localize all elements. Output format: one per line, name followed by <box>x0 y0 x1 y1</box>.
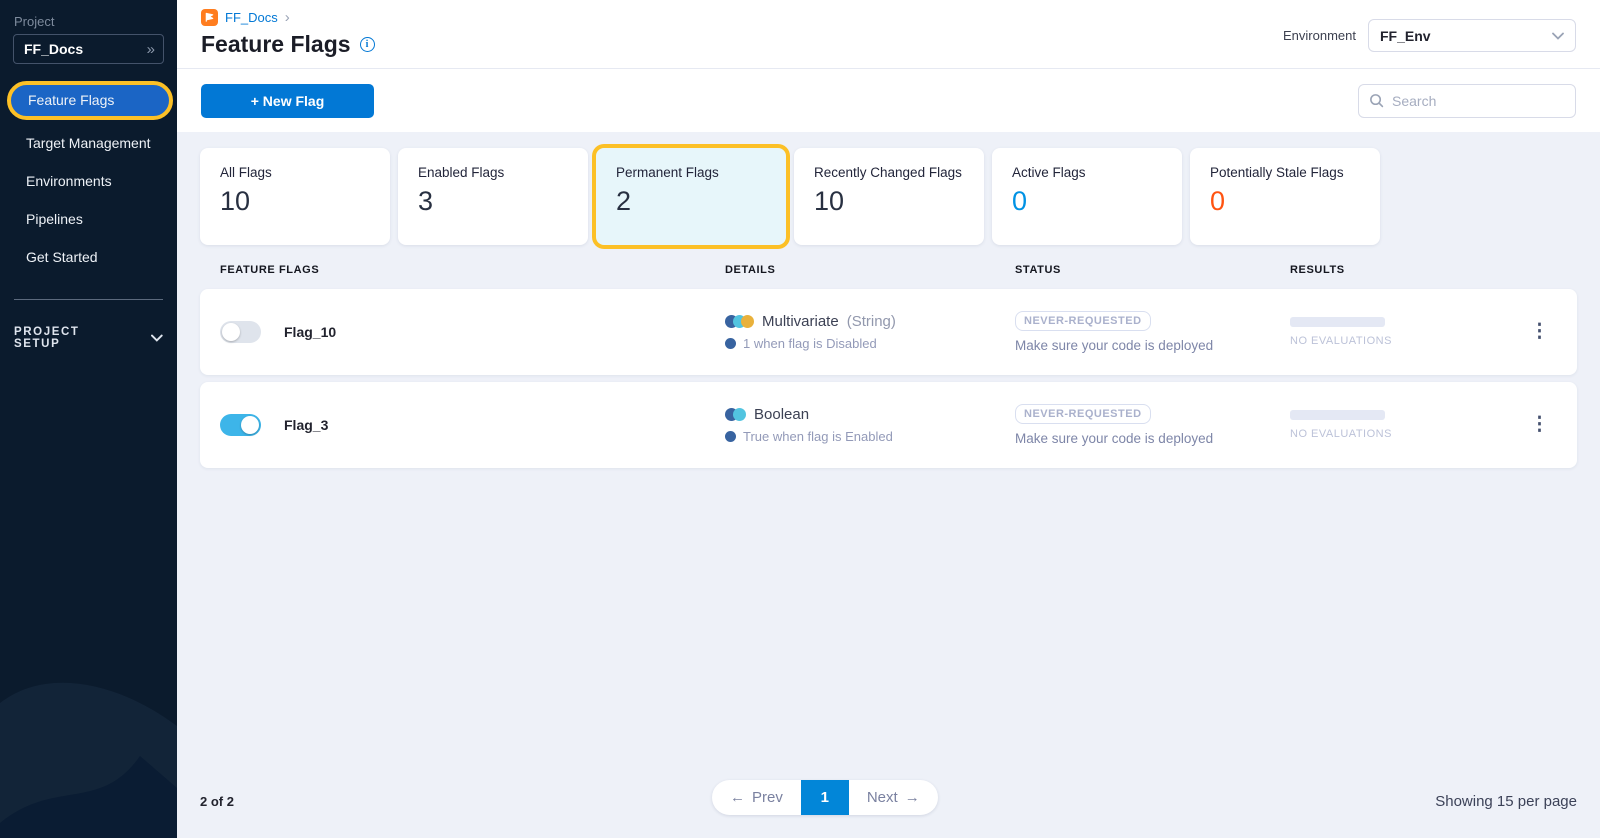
toggle-knob <box>241 416 259 434</box>
sidebar-nav: Feature Flags Target Management Environm… <box>0 81 177 276</box>
new-flag-button[interactable]: + New Flag <box>201 83 374 118</box>
flag-type: Multivariate <box>762 313 839 330</box>
sidebar-item-target-management[interactable]: Target Management <box>26 135 151 151</box>
info-icon[interactable]: i <box>359 37 375 52</box>
project-setup-label: PROJECT SETUP <box>14 326 80 350</box>
page-number-button[interactable]: 1 <box>800 780 849 815</box>
sidebar: Project FF_Docs » Feature Flags Target M… <box>0 0 177 838</box>
page-size-label: Showing 15 per page <box>1435 792 1577 810</box>
evaluation-bar <box>1290 317 1385 327</box>
prev-page-button[interactable]: ← Prev <box>712 780 801 815</box>
status-text: Make sure your code is deployed <box>1015 431 1214 446</box>
table-row[interactable]: Flag_10 Multivariate (String) 1 when fla… <box>200 289 1577 375</box>
sidebar-divider <box>14 299 163 300</box>
stat-card-enabled-flags[interactable]: Enabled Flags 3 <box>398 148 588 245</box>
breadcrumb-chevron-icon: › <box>284 9 290 26</box>
status-text: Make sure your code is deployed <box>1015 338 1214 353</box>
table-row[interactable]: Flag_3 Boolean True when flag is Enabled… <box>200 382 1577 468</box>
stat-label: Enabled Flags <box>418 165 505 180</box>
breadcrumb-project-link[interactable]: FF_Docs <box>225 10 278 25</box>
variation-text: True when flag is Enabled <box>743 429 893 444</box>
variation-dot-icon <box>725 338 736 349</box>
row-menu-icon[interactable]: ⋮ <box>1530 414 1549 435</box>
row-menu-icon[interactable]: ⋮ <box>1530 321 1549 342</box>
project-name: FF_Docs <box>24 41 84 57</box>
variation-text: 1 when flag is Disabled <box>743 336 877 351</box>
sidebar-item-feature-flags[interactable]: Feature Flags <box>7 81 173 120</box>
next-label: Next <box>866 789 898 806</box>
stat-label: Permanent Flags <box>616 165 719 180</box>
column-header-details: DETAILS <box>725 264 776 276</box>
flag-type-suffix: (String) <box>846 313 896 330</box>
evaluation-text: NO EVALUATIONS <box>1290 428 1392 440</box>
stat-value: 3 <box>418 186 434 216</box>
stat-value: 2 <box>616 186 632 216</box>
environment-value: FF_Env <box>1380 27 1431 44</box>
flag-toggle[interactable] <box>220 321 261 343</box>
pagination: ← Prev 1 Next → <box>712 780 938 815</box>
flag-name[interactable]: Flag_3 <box>284 417 329 433</box>
content-area: All Flags 10 Enabled Flags 3 Permanent F… <box>177 132 1600 838</box>
column-header-feature-flags: FEATURE FLAGS <box>220 264 320 276</box>
stat-value: 10 <box>220 186 251 216</box>
table-header: FEATURE FLAGS DETAILS STATUS RESULTS <box>200 264 1577 276</box>
flag-toggle[interactable] <box>220 414 261 436</box>
stat-cards: All Flags 10 Enabled Flags 3 Permanent F… <box>200 148 1577 245</box>
flag-type: Boolean <box>754 406 810 423</box>
sidebar-item-environments[interactable]: Environments <box>26 173 112 189</box>
page-header: FF_Docs › Feature Flags i Environment FF… <box>177 0 1600 69</box>
main-panel: FF_Docs › Feature Flags i Environment FF… <box>177 0 1600 838</box>
collapse-sidebar-icon[interactable]: » <box>146 40 155 58</box>
stat-value: 0 <box>1012 186 1028 216</box>
sidebar-item-pipelines[interactable]: Pipelines <box>26 211 83 227</box>
chevron-down-icon <box>1552 32 1564 40</box>
page-title: Feature Flags <box>201 31 351 57</box>
next-arrow-icon: → <box>904 789 920 806</box>
toolbar: + New Flag <box>177 69 1600 132</box>
stat-card-all-flags[interactable]: All Flags 10 <box>200 148 390 245</box>
stat-label: Active Flags <box>1012 165 1086 180</box>
project-label: Project <box>14 14 55 29</box>
column-header-results: RESULTS <box>1290 264 1345 276</box>
environment-select[interactable]: FF_Env <box>1368 19 1576 52</box>
stat-value: 0 <box>1210 186 1226 216</box>
breadcrumb: FF_Docs › <box>201 9 375 26</box>
feature-flags-logo-icon <box>201 9 218 26</box>
toggle-knob <box>222 323 240 341</box>
stat-label: Potentially Stale Flags <box>1210 165 1344 180</box>
search-icon <box>1370 94 1384 108</box>
search-input[interactable] <box>1392 92 1565 109</box>
sidebar-decoration <box>0 682 177 838</box>
boolean-icon <box>725 408 746 421</box>
search-box <box>1358 83 1576 118</box>
row-count: 2 of 2 <box>200 793 234 809</box>
stat-value: 10 <box>814 186 845 216</box>
stat-label: Recently Changed Flags <box>814 165 962 180</box>
evaluation-bar <box>1290 410 1385 420</box>
prev-arrow-icon: ← <box>730 789 745 806</box>
next-page-button[interactable]: Next → <box>849 780 938 815</box>
stat-card-potentially-stale-flags[interactable]: Potentially Stale Flags 0 <box>1190 148 1380 245</box>
multivariate-icon <box>725 315 754 328</box>
chevron-down-icon <box>151 334 163 342</box>
environment-label: Environment <box>1283 28 1356 43</box>
variation-dot-icon <box>725 431 736 442</box>
stat-card-recently-changed-flags[interactable]: Recently Changed Flags 10 <box>794 148 984 245</box>
stat-card-active-flags[interactable]: Active Flags 0 <box>992 148 1182 245</box>
flag-name[interactable]: Flag_10 <box>284 324 337 340</box>
prev-label: Prev <box>752 789 783 806</box>
status-badge: NEVER-REQUESTED <box>1015 404 1151 424</box>
column-header-status: STATUS <box>1015 264 1061 276</box>
evaluation-text: NO EVALUATIONS <box>1290 335 1392 347</box>
stat-label: All Flags <box>220 165 272 180</box>
status-badge: NEVER-REQUESTED <box>1015 311 1151 331</box>
stat-card-permanent-flags[interactable]: Permanent Flags 2 <box>596 148 786 245</box>
sidebar-item-get-started[interactable]: Get Started <box>26 249 98 265</box>
table-footer: 2 of 2 ← Prev 1 Next → Showing 15 per pa… <box>200 778 1577 824</box>
project-selector[interactable]: FF_Docs » <box>13 34 164 64</box>
project-setup-section[interactable]: PROJECT SETUP <box>14 326 163 350</box>
